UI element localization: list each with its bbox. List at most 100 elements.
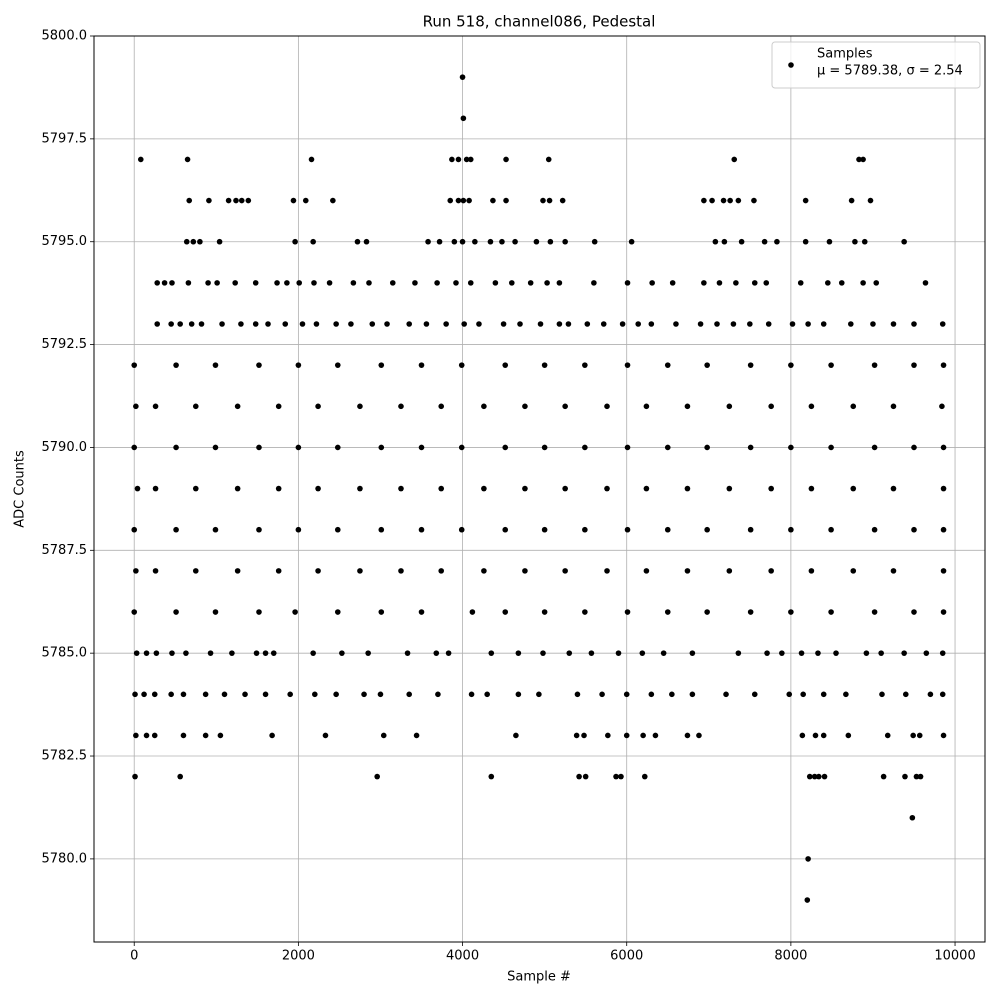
sample-point: [418, 362, 425, 368]
sample-point: [515, 650, 522, 656]
sample-point: [541, 609, 548, 615]
sample-point: [180, 691, 187, 698]
sample-point: [378, 609, 385, 615]
sample-point: [173, 362, 179, 368]
sample-point: [615, 650, 622, 656]
sample-point: [398, 403, 404, 410]
sample-point: [131, 526, 138, 533]
sample-point: [350, 280, 357, 286]
sample-point: [154, 321, 161, 327]
sample-point: [484, 691, 490, 698]
sample-point: [605, 732, 611, 739]
sample-point: [198, 321, 205, 327]
sample-point: [508, 280, 515, 286]
sample-point: [604, 485, 610, 492]
sample-point: [788, 362, 794, 368]
x-tick-label: 6000: [610, 949, 643, 964]
sample-point: [295, 526, 302, 533]
sample-point: [290, 197, 297, 204]
sample-point: [357, 403, 363, 410]
y-tick-label: 5797.5: [42, 131, 88, 146]
sample-point: [701, 280, 707, 286]
sample-point: [295, 444, 302, 451]
sample-point: [378, 444, 385, 451]
sample-point: [604, 568, 610, 574]
sample-point: [871, 444, 878, 451]
sample-point: [684, 568, 691, 574]
sample-point: [404, 650, 411, 656]
sample-point: [275, 568, 282, 574]
sample-point: [458, 444, 465, 451]
sample-point: [828, 362, 834, 368]
sample-point: [723, 691, 729, 698]
sample-point: [582, 609, 588, 615]
sample-point: [467, 156, 474, 163]
sample-point: [871, 362, 878, 368]
sample-point: [133, 568, 139, 574]
sample-point: [566, 650, 573, 656]
sample-point: [890, 321, 897, 327]
sample-point: [870, 321, 876, 327]
sample-point: [151, 691, 158, 698]
y-tick-label: 5785.0: [42, 646, 88, 661]
sample-point: [315, 403, 321, 410]
sample-point: [726, 403, 733, 410]
sample-point: [820, 691, 827, 698]
sample-point: [911, 526, 917, 533]
sample-point: [845, 732, 852, 739]
sample-point: [890, 568, 897, 574]
sample-point: [406, 321, 412, 327]
y-tick-label: 5782.5: [42, 749, 88, 764]
sample-point: [624, 526, 631, 533]
sample-point: [447, 197, 454, 204]
sample-point: [788, 444, 794, 451]
sample-point: [133, 403, 139, 410]
plot-marks: [131, 74, 947, 903]
sample-point: [641, 773, 648, 780]
sample-point: [481, 403, 487, 410]
sample-point: [357, 485, 363, 492]
sample-point: [545, 156, 552, 163]
sample-point: [488, 773, 495, 780]
sample-point: [212, 362, 219, 368]
sample-point: [730, 321, 737, 327]
sample-point: [624, 444, 631, 451]
sample-point: [131, 609, 138, 615]
sample-point: [623, 691, 630, 698]
sample-point: [522, 485, 528, 492]
sample-point: [821, 773, 828, 780]
sample-point: [295, 362, 302, 368]
sample-point: [648, 691, 655, 698]
sample-point: [860, 280, 866, 286]
sample-point: [183, 650, 189, 656]
sample-point: [481, 485, 487, 492]
sample-point: [188, 321, 195, 327]
sample-point: [562, 568, 568, 574]
sample-point: [660, 650, 667, 656]
sample-point: [604, 403, 610, 410]
sample-point: [541, 362, 548, 368]
sample-point: [735, 197, 742, 204]
sample-point: [788, 609, 794, 615]
sample-point: [143, 732, 150, 739]
sample-point: [438, 568, 445, 574]
sample-point: [562, 485, 568, 492]
sample-point: [256, 444, 262, 451]
sample-point: [190, 238, 197, 245]
sample-point: [488, 650, 495, 656]
sample-point: [212, 444, 219, 451]
sample-point: [192, 485, 199, 492]
sample-point: [292, 609, 298, 615]
sample-point: [902, 691, 909, 698]
sample-point: [322, 732, 329, 739]
sample-point: [533, 238, 540, 245]
sample-point: [256, 609, 262, 615]
sample-point: [768, 485, 774, 492]
sample-point: [206, 197, 212, 204]
sample-point: [536, 691, 542, 698]
sample-point: [131, 362, 138, 368]
sample-point: [798, 650, 805, 656]
sample-point: [527, 280, 534, 286]
sample-point: [916, 732, 923, 739]
sample-point: [308, 156, 315, 163]
